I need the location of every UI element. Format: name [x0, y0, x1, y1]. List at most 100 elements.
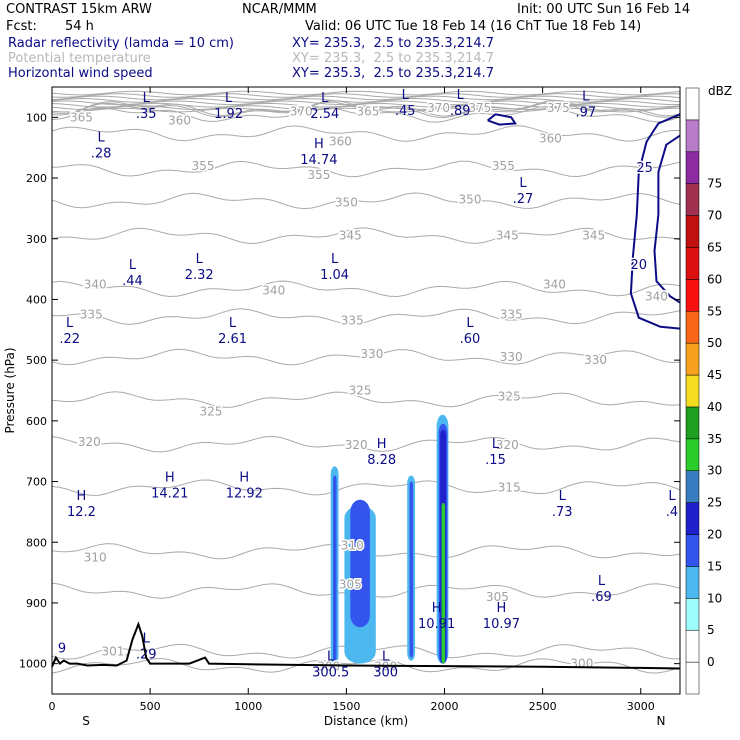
extremum-type-23: H — [432, 601, 442, 616]
colorbar-level-3: 15 — [707, 559, 722, 573]
extremum-type-13: L — [229, 316, 237, 331]
colorbar-swatch-13 — [685, 247, 700, 280]
extremum-type-15: H — [377, 437, 387, 452]
extremum-type-20: L — [559, 489, 567, 504]
theta-label-9: 355 — [192, 159, 215, 173]
theta-contour-upper — [51, 107, 680, 113]
extremum-value-7: 14.74 — [300, 153, 337, 168]
header-valid: Valid: 06 UTC Tue 18 Feb 14 (16 ChT Tue … — [305, 19, 642, 34]
theta-label-5: 375 — [468, 101, 491, 115]
extremum-value-16: .15 — [485, 453, 506, 468]
extremum-type-3: L — [402, 88, 410, 103]
colorbar-swatch-14 — [685, 215, 700, 248]
field-name-theta: Potential temperature — [8, 51, 151, 66]
theta-label-0: 365 — [70, 110, 93, 124]
theta-label-41: 300 — [570, 657, 593, 671]
theta-label-1: 360 — [168, 113, 191, 127]
extremum-value-10: 2.32 — [185, 268, 214, 283]
extremum-value-2: 2.54 — [310, 107, 339, 122]
wind-contour-2 — [487, 113, 517, 126]
extremum-value-5: .97 — [575, 105, 596, 120]
colorbar-level-10: 50 — [707, 336, 722, 350]
theta-contour-325 — [51, 391, 681, 408]
extremum-type-28: L — [382, 650, 390, 665]
extremum-value-12: .22 — [59, 332, 80, 347]
theta-label-14: 345 — [339, 229, 362, 243]
extremum-type-0: L — [143, 91, 151, 106]
y-tick-label-0: 100 — [26, 111, 47, 124]
theta-label-39: 300 — [317, 660, 340, 674]
theta-contour-upper — [51, 102, 681, 108]
theta-label-11: 355 — [492, 159, 515, 173]
y-tick-label-6: 700 — [26, 476, 47, 489]
plot-frame — [51, 86, 681, 695]
theta-contour-upper — [51, 93, 681, 98]
field-xy-wind: XY= 235.3, 2.5 to 235.3,214.7 — [292, 66, 495, 81]
axes: 0 500 1000 1500 2000 2500 3000 100 200 300 400 500 6… — [19, 87, 680, 713]
field-xy-theta: XY= 235.3, 2.5 to 235.3,214.7 — [292, 51, 495, 66]
colorbar-swatch-11 — [685, 311, 700, 344]
colorbar-swatch-12 — [685, 279, 700, 312]
theta-contour-upper — [51, 105, 681, 111]
colorbar-swatch-1 — [685, 629, 700, 663]
theta-label-7: 360 — [329, 135, 352, 149]
theta-label-22: 335 — [341, 314, 364, 328]
extremum-value-13: 2.61 — [218, 332, 247, 347]
header-model: CONTRAST 15km ARW — [6, 2, 152, 17]
colorbar-level-9: 45 — [707, 368, 722, 382]
theta-label-13: 350 — [459, 192, 482, 206]
theta-label-10: 355 — [307, 168, 330, 182]
theta-label-27: 325 — [349, 384, 372, 398]
colorbar-level-7: 35 — [707, 432, 722, 446]
y-tick-label-1: 200 — [26, 172, 47, 185]
x-tick-label-2: 1000 — [234, 700, 262, 713]
extremum-type-17: H — [165, 471, 175, 486]
theta-contour-upper — [51, 100, 681, 106]
theta-label-33: 315 — [498, 481, 521, 495]
theta-label-19: 340 — [543, 277, 566, 291]
theta-label-37: 305 — [486, 590, 509, 604]
y-tick-label-4: 500 — [26, 354, 47, 367]
theta-label-4: 370 — [427, 101, 450, 115]
header-fcst-label: Fcst: — [6, 19, 37, 34]
extremum-type-11: L — [331, 252, 339, 267]
theta-contour-340 — [51, 280, 681, 298]
colorbar-swatch-6 — [685, 470, 700, 503]
reflectivity-cell-1 — [333, 475, 337, 661]
extremum-type-27: L — [327, 650, 335, 665]
colorbar-swatch-7 — [685, 438, 700, 471]
theta-label-16: 345 — [582, 229, 605, 243]
y-tick-label-2: 300 — [26, 233, 47, 246]
extremum-value-4: .89 — [450, 104, 471, 119]
extremum-value-25: 9 — [58, 641, 66, 656]
colorbar-level-5: 25 — [707, 496, 722, 510]
x-tick-label-0: 0 — [49, 700, 56, 713]
theta-contour-345 — [51, 227, 681, 244]
colorbar-level-14: 70 — [707, 209, 722, 223]
theta-contour-320 — [51, 435, 681, 453]
y-tick-label-3: 400 — [26, 293, 47, 306]
reflectivity-cell-3 — [350, 499, 370, 628]
colorbar: 0 5 10 15 20 25 30 35 40 45 50 55 60 65 70 75 — [685, 87, 722, 695]
extremum-type-18: H — [239, 471, 249, 486]
extremum-value-18: 12.92 — [226, 487, 263, 502]
colorbar-swatch-0 — [685, 661, 700, 695]
theta-label-30: 320 — [78, 435, 101, 449]
x-end-label-north: N — [657, 714, 666, 728]
field-name-reflectivity: Radar reflectivity (lamda = 10 cm) — [8, 36, 234, 51]
theta-contour-335 — [51, 308, 681, 325]
extremum-type-1: L — [225, 91, 233, 106]
extremum-type-2: L — [321, 91, 329, 106]
extremum-type-10: L — [196, 252, 204, 267]
colorbar-swatch-17 — [685, 119, 700, 153]
theta-contour-330 — [51, 348, 681, 366]
extremum-type-7: H — [314, 137, 324, 152]
colorbar-level-13: 65 — [707, 240, 722, 254]
theta-label-15: 345 — [496, 229, 519, 243]
extremum-value-14: .60 — [460, 332, 481, 347]
extremum-type-12: L — [66, 316, 74, 331]
theta-label-12: 350 — [335, 195, 358, 209]
theta-contour-upper — [51, 90, 681, 96]
y-tick-label-5: 600 — [26, 415, 47, 428]
